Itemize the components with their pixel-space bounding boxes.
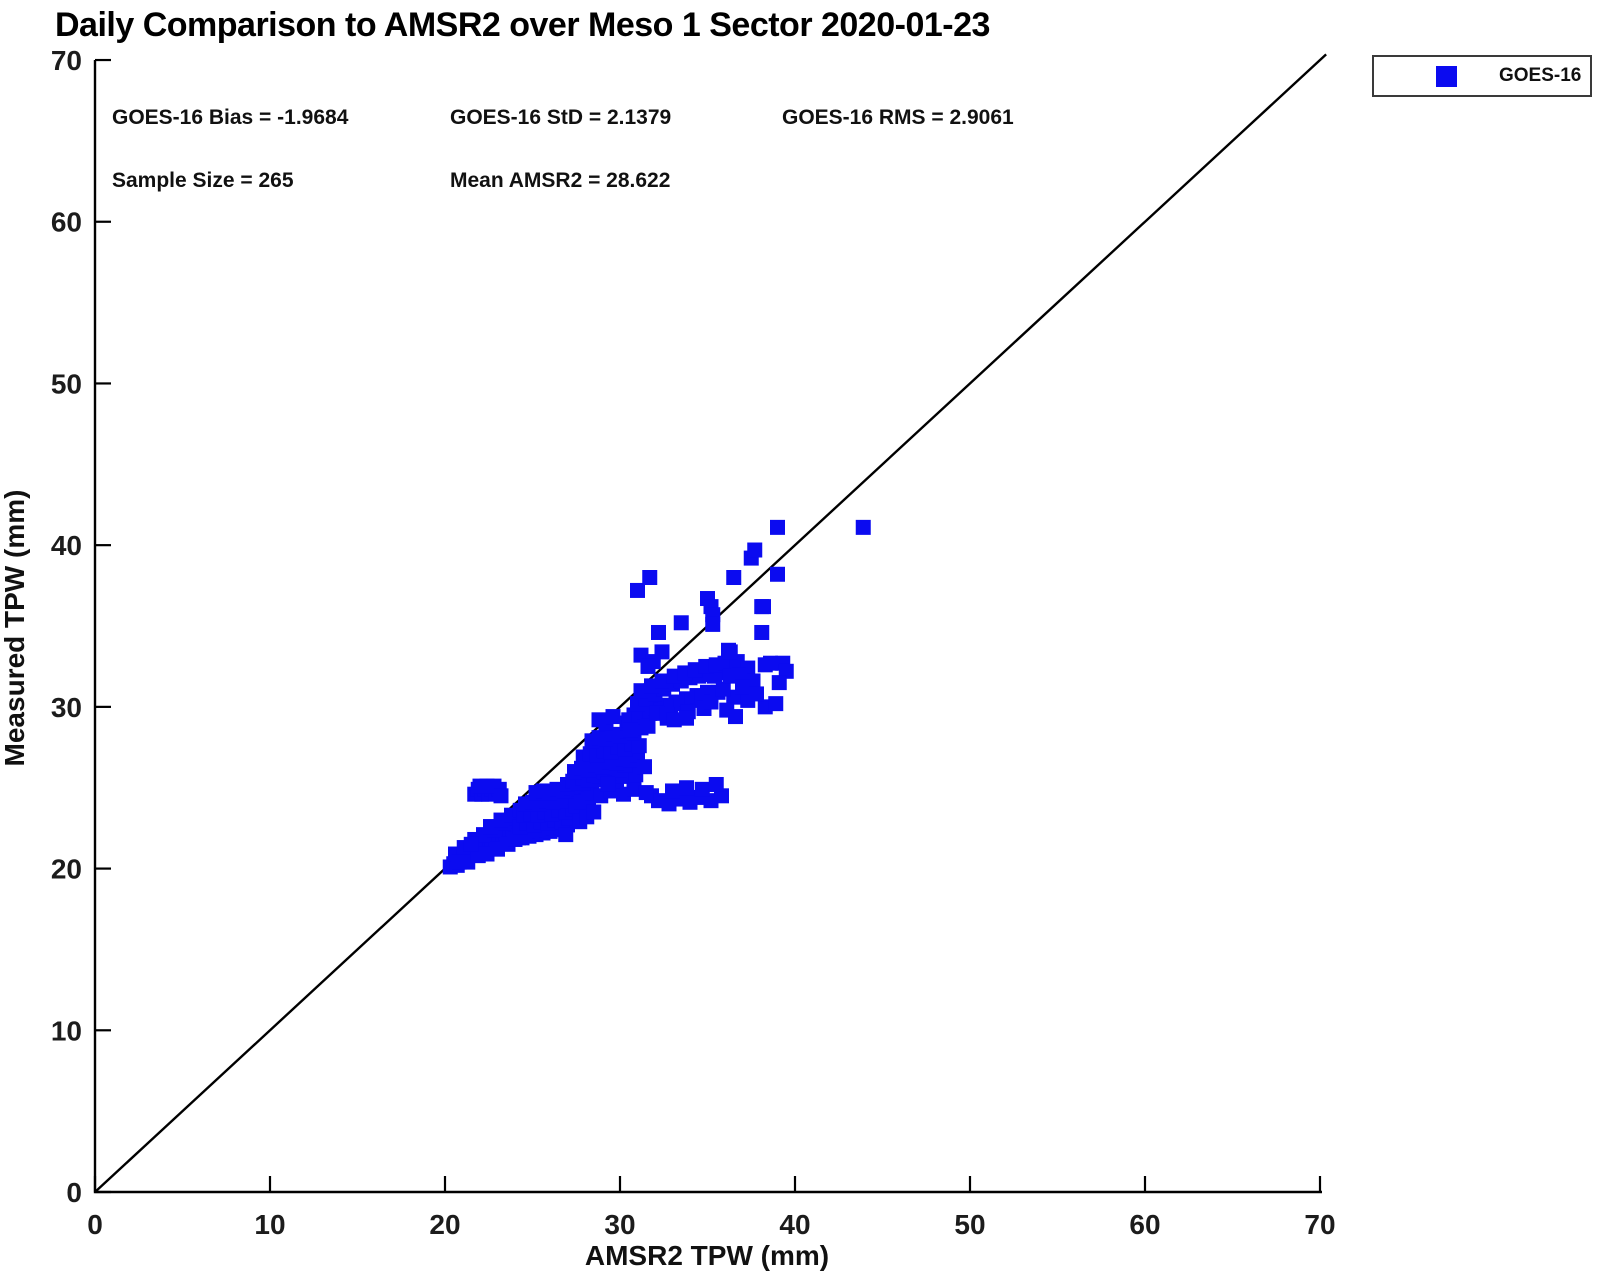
legend-entry-label: GOES-16 bbox=[1499, 65, 1582, 86]
x-tick-label: 0 bbox=[87, 1209, 103, 1240]
scatter-point bbox=[463, 836, 479, 852]
scatter-point bbox=[731, 667, 747, 683]
scatter-point bbox=[666, 712, 682, 728]
scatter-point bbox=[451, 854, 467, 870]
scatter-point bbox=[665, 783, 680, 799]
scatter-point bbox=[855, 519, 871, 535]
scatter-point bbox=[631, 738, 647, 754]
scatter-point bbox=[558, 827, 574, 843]
scatter-point bbox=[679, 780, 694, 796]
scatter-point bbox=[626, 781, 642, 797]
y-tick-label: 50 bbox=[51, 368, 82, 399]
y-tick-label: 20 bbox=[51, 854, 82, 885]
scatter-point bbox=[705, 616, 721, 632]
scatter-point bbox=[715, 681, 731, 697]
scatter-point bbox=[623, 722, 638, 738]
legend-square-marker-icon bbox=[1436, 65, 1457, 87]
scatter-point bbox=[756, 599, 771, 615]
stat-bias: GOES-16 Bias = -1.9684 bbox=[112, 106, 349, 129]
scatter-point bbox=[722, 644, 738, 660]
y-tick-label: 0 bbox=[66, 1177, 82, 1208]
scatter-point bbox=[770, 519, 785, 535]
scatter-point bbox=[651, 624, 666, 640]
scatter-point bbox=[708, 776, 724, 792]
y-tick-label: 40 bbox=[51, 530, 82, 561]
y-tick-label: 10 bbox=[51, 1015, 82, 1046]
scatter-point bbox=[754, 624, 770, 640]
scatter-point bbox=[726, 570, 742, 586]
scatter-point bbox=[679, 710, 694, 726]
scatter-point bbox=[770, 566, 785, 582]
x-tick-label: 10 bbox=[254, 1209, 285, 1240]
stat-sample-size: Sample Size = 265 bbox=[112, 169, 294, 192]
y-axis-label: Measured TPW (mm) bbox=[0, 489, 30, 767]
scatter-point bbox=[493, 788, 509, 804]
legend-box: GOES-16 bbox=[1372, 55, 1592, 97]
x-tick-label: 60 bbox=[1129, 1209, 1160, 1240]
stat-rms: GOES-16 RMS = 2.9061 bbox=[782, 106, 1014, 129]
scatter-point bbox=[714, 788, 729, 804]
scatter-point bbox=[747, 542, 763, 558]
scatter-point bbox=[771, 675, 787, 691]
scatter-point bbox=[728, 709, 743, 725]
scatter-point bbox=[586, 804, 602, 820]
scatter-point bbox=[640, 718, 656, 734]
scatter-point bbox=[694, 781, 710, 797]
scatter-point bbox=[763, 655, 778, 671]
scatter-point bbox=[735, 679, 750, 695]
scatter-point bbox=[642, 570, 658, 586]
x-tick-label: 30 bbox=[604, 1209, 635, 1240]
y-tick-label: 60 bbox=[51, 207, 82, 238]
scatter-point bbox=[633, 647, 649, 663]
y-tick-label: 70 bbox=[51, 45, 82, 76]
scatter-point bbox=[605, 709, 621, 725]
x-tick-label: 20 bbox=[429, 1209, 460, 1240]
scatter-point bbox=[749, 686, 764, 702]
scatter-point bbox=[630, 582, 645, 598]
scatter-point bbox=[778, 663, 794, 679]
y-tick-label: 30 bbox=[51, 692, 82, 723]
scatter-point bbox=[673, 615, 689, 631]
scatter-point bbox=[638, 785, 654, 801]
x-axis-label: AMSR2 TPW (mm) bbox=[584, 1240, 830, 1271]
scatter-point bbox=[600, 776, 616, 792]
x-tick-label: 50 bbox=[954, 1209, 985, 1240]
scatter-point bbox=[717, 655, 733, 671]
stat-std: GOES-16 StD = 2.1379 bbox=[450, 106, 672, 129]
x-tick-label: 70 bbox=[1304, 1209, 1335, 1240]
scatter-point bbox=[654, 673, 670, 689]
scatter-point bbox=[768, 696, 784, 712]
stat-mean-amsr2: Mean AMSR2 = 28.622 bbox=[450, 169, 671, 192]
scatter-point bbox=[637, 759, 652, 775]
x-tick-label: 40 bbox=[779, 1209, 810, 1240]
scatter-point bbox=[640, 658, 656, 674]
chart-title: Daily Comparison to AMSR2 over Meso 1 Se… bbox=[55, 6, 990, 44]
